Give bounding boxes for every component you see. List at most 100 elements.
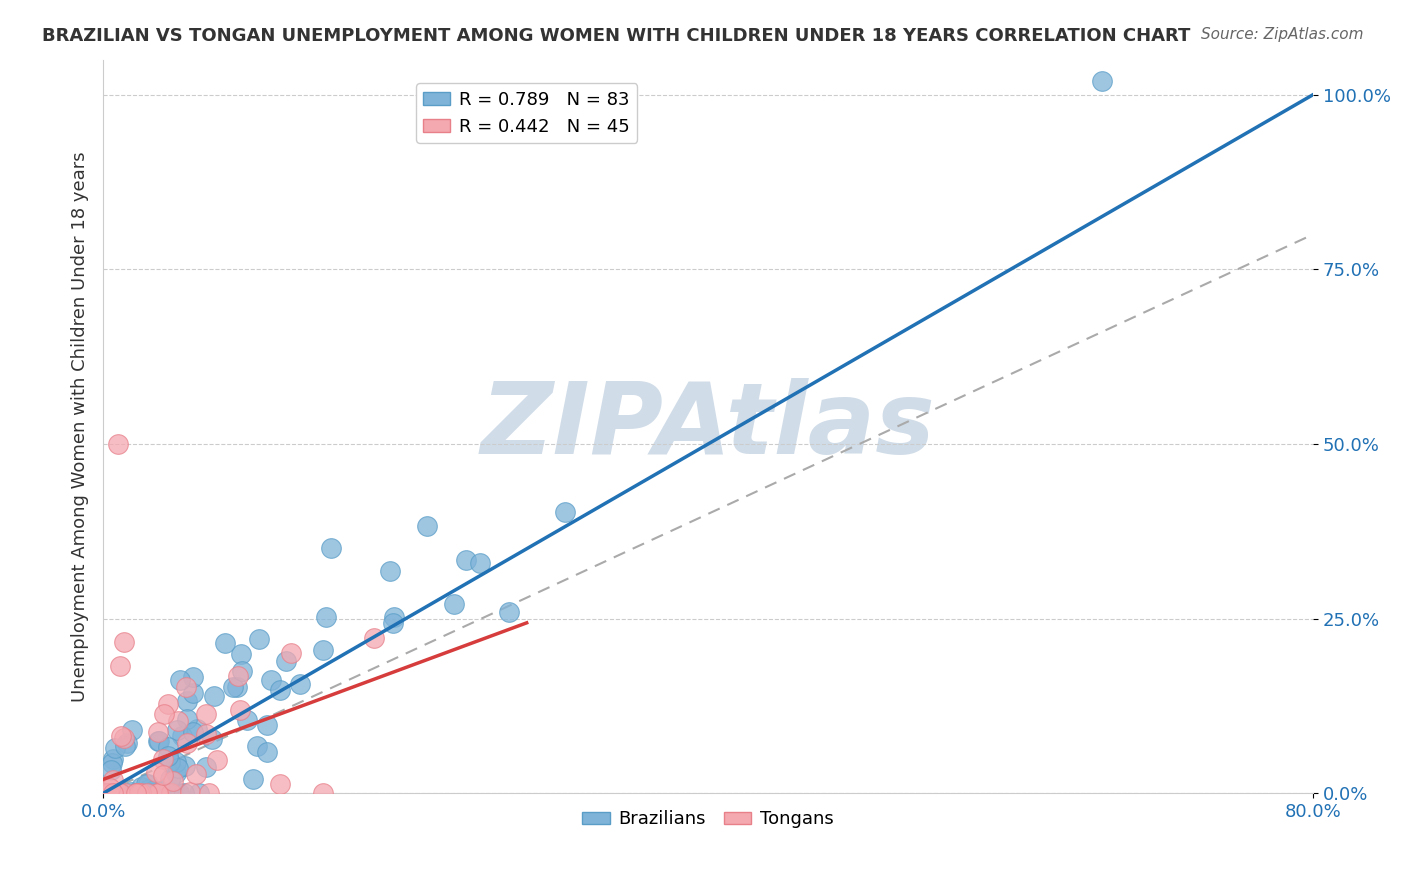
Brazilians [195,759,218,773]
Tongans [226,668,249,682]
Brazilians [135,777,157,791]
Brazilians [276,654,298,668]
Y-axis label: Unemployment Among Women with Children Under 18 years: Unemployment Among Women with Children U… [72,151,89,702]
Tongans [280,646,302,660]
Brazilians [121,723,143,737]
Brazilians [148,786,170,800]
Tongans [98,781,121,796]
Brazilians [169,673,191,688]
Tongans [195,727,218,741]
Brazilians [100,763,122,777]
Brazilians [236,713,259,727]
Brazilians [173,758,195,772]
Brazilians [120,785,142,799]
Tongans [194,706,217,721]
Brazilians [247,632,270,647]
Brazilians [104,740,127,755]
Brazilians [98,786,121,800]
Tongans [312,786,335,800]
Brazilians [288,677,311,691]
Brazilians [101,752,124,766]
Brazilians [468,557,491,571]
Brazilians [231,665,253,679]
Brazilians [181,670,204,684]
Brazilians [169,786,191,800]
Brazilians [201,731,224,746]
Tongans [269,777,291,791]
Brazilians [134,786,156,800]
Brazilians [124,786,146,800]
Tongans [162,774,184,789]
Brazilians [416,519,439,533]
Tongans [101,772,124,787]
Tongans [125,786,148,800]
Brazilians [96,786,118,800]
Brazilians [159,772,181,786]
Brazilians [315,610,337,624]
Brazilians [150,784,173,798]
Tongans [112,731,135,745]
Tongans [108,658,131,673]
Brazilians [202,689,225,703]
Brazilians [139,786,162,800]
Brazilians [115,736,138,750]
Tongans [145,765,167,780]
Brazilians [124,786,146,800]
Tongans [174,680,197,694]
Brazilians [156,739,179,754]
Tongans [146,786,169,800]
Tongans [159,786,181,800]
Brazilians [114,739,136,754]
Text: ZIPAtlas: ZIPAtlas [481,378,935,475]
Brazilians [214,636,236,650]
Tongans [112,634,135,648]
Tongans [152,752,174,766]
Tongans [135,786,157,800]
Brazilians [256,745,278,759]
Brazilians [129,780,152,795]
Brazilians [176,711,198,725]
Tongans [96,786,118,800]
Brazilians [229,647,252,661]
Brazilians [498,605,520,619]
Tongans [152,767,174,781]
Tongans [198,786,221,800]
Brazilians [226,680,249,694]
Brazilians [454,553,477,567]
Tongans [156,697,179,711]
Brazilians [101,756,124,770]
Tongans [363,631,385,645]
Tongans [186,767,208,781]
Tongans [146,724,169,739]
Tongans [229,703,252,717]
Brazilians [256,717,278,731]
Brazilians [382,610,405,624]
Tongans [114,786,136,800]
Brazilians [176,694,198,708]
Tongans [153,707,176,722]
Brazilians [166,723,188,737]
Brazilians [138,781,160,796]
Brazilians [162,786,184,800]
Brazilians [378,564,401,578]
Tongans [110,786,132,800]
Text: BRAZILIAN VS TONGAN UNEMPLOYMENT AMONG WOMEN WITH CHILDREN UNDER 18 YEARS CORREL: BRAZILIAN VS TONGAN UNEMPLOYMENT AMONG W… [42,27,1191,45]
Tongans [179,785,201,799]
Tongans [129,786,152,800]
Brazilians [143,783,166,797]
Brazilians [110,786,132,800]
Brazilians [321,541,343,555]
Brazilians [110,786,132,800]
Tongans [176,736,198,750]
Tongans [146,786,169,800]
Brazilians [136,777,159,791]
Brazilians [260,673,283,688]
Brazilians [165,765,187,780]
Brazilians [222,680,245,694]
Brazilians [136,786,159,800]
Brazilians [242,772,264,787]
Brazilians [91,786,114,800]
Tongans [205,753,228,767]
Brazilians [186,722,208,736]
Brazilians [131,786,153,800]
